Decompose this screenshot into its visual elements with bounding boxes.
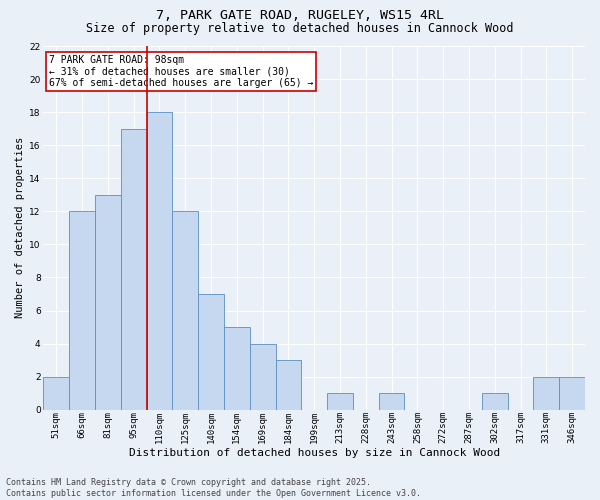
X-axis label: Distribution of detached houses by size in Cannock Wood: Distribution of detached houses by size … xyxy=(128,448,500,458)
Text: 7 PARK GATE ROAD: 98sqm
← 31% of detached houses are smaller (30)
67% of semi-de: 7 PARK GATE ROAD: 98sqm ← 31% of detache… xyxy=(49,55,313,88)
Bar xyxy=(559,376,585,410)
Bar xyxy=(533,376,559,410)
Bar xyxy=(43,376,69,410)
Y-axis label: Number of detached properties: Number of detached properties xyxy=(15,137,25,318)
Bar xyxy=(198,294,224,410)
Bar xyxy=(224,327,250,409)
Bar xyxy=(379,393,404,409)
Text: 7, PARK GATE ROAD, RUGELEY, WS15 4RL: 7, PARK GATE ROAD, RUGELEY, WS15 4RL xyxy=(156,9,444,22)
Bar xyxy=(482,393,508,409)
Bar xyxy=(146,112,172,410)
Bar xyxy=(121,128,146,410)
Bar xyxy=(275,360,301,410)
Bar xyxy=(172,212,198,410)
Bar xyxy=(95,195,121,410)
Text: Contains HM Land Registry data © Crown copyright and database right 2025.
Contai: Contains HM Land Registry data © Crown c… xyxy=(6,478,421,498)
Text: Size of property relative to detached houses in Cannock Wood: Size of property relative to detached ho… xyxy=(86,22,514,35)
Bar xyxy=(250,344,275,409)
Bar xyxy=(327,393,353,409)
Bar xyxy=(69,212,95,410)
